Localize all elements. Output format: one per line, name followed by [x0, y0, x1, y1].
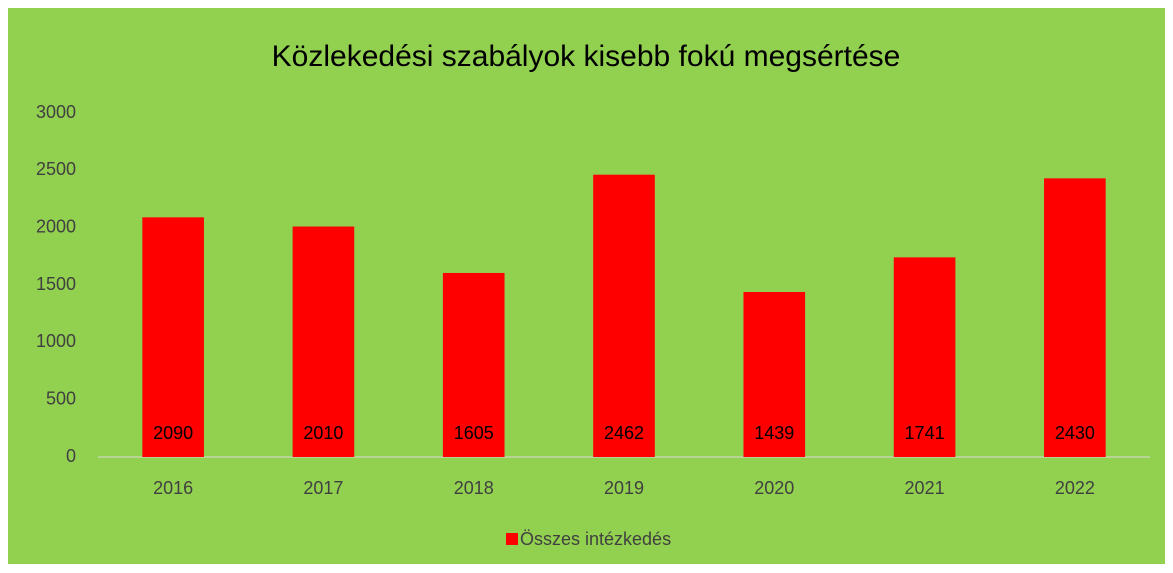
- x-tick-label: 2019: [604, 478, 644, 498]
- y-tick-label: 3000: [36, 102, 76, 122]
- bar: [442, 272, 505, 457]
- data-label: 1741: [905, 423, 945, 443]
- data-label: 2430: [1055, 423, 1095, 443]
- bar: [743, 291, 806, 457]
- y-tick-label: 500: [46, 388, 76, 408]
- bar: [292, 226, 355, 457]
- data-label: 2090: [153, 423, 193, 443]
- x-tick-label: 2022: [1055, 478, 1095, 498]
- data-label: 1439: [754, 423, 794, 443]
- x-tick-label: 2018: [454, 478, 494, 498]
- data-label: 2462: [604, 423, 644, 443]
- bar: [1044, 178, 1106, 458]
- legend-label: Összes intézkedés: [520, 529, 671, 549]
- chart-title: Közlekedési szabályok kisebb fokú megsér…: [272, 40, 901, 73]
- x-tick-label: 2017: [303, 478, 343, 498]
- legend-swatch: [506, 533, 518, 545]
- y-tick-label: 2500: [36, 159, 76, 179]
- y-tick-label: 1500: [36, 274, 76, 294]
- y-tick-label: 2000: [36, 216, 76, 236]
- y-tick-label: 1000: [36, 331, 76, 351]
- x-tick-label: 2016: [153, 478, 193, 498]
- data-label: 2010: [303, 423, 343, 443]
- x-tick-label: 2020: [754, 478, 794, 498]
- y-tick-label: 0: [66, 446, 76, 466]
- bar: [893, 257, 956, 457]
- bar: [593, 174, 655, 457]
- data-label: 1605: [454, 423, 494, 443]
- x-tick-label: 2021: [905, 478, 945, 498]
- bar: [142, 217, 204, 457]
